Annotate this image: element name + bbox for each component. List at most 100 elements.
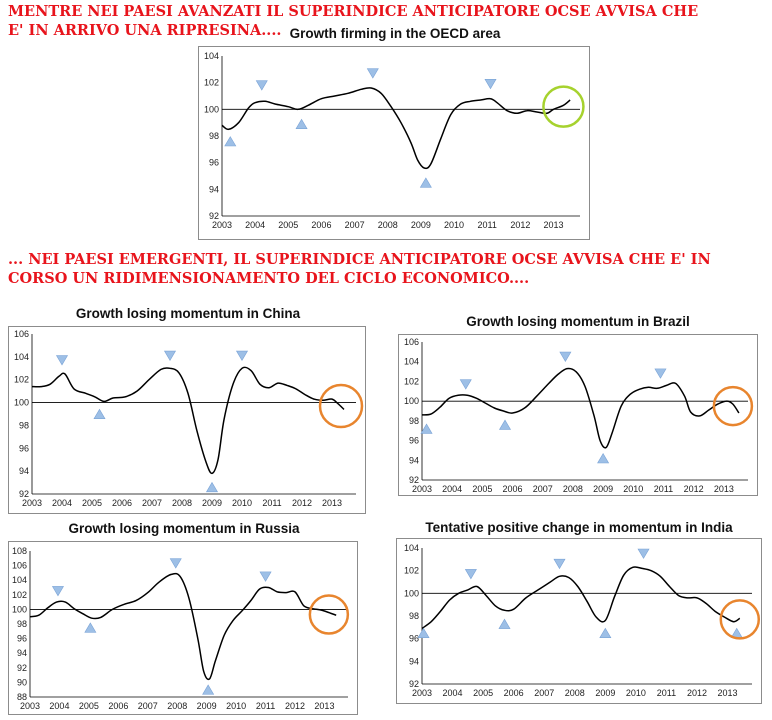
- x-tick-label: 2007: [533, 484, 553, 494]
- y-tick-label: 106: [404, 337, 419, 347]
- x-tick-label: 2009: [593, 484, 613, 494]
- trough-marker-icon: [224, 136, 237, 147]
- x-tick-label: 2006: [503, 484, 523, 494]
- highlight-circle: [542, 85, 585, 128]
- y-tick-label: 92: [409, 475, 419, 485]
- trough-marker-icon: [597, 453, 610, 464]
- trough-marker-icon: [93, 408, 106, 419]
- trough-marker-icon: [498, 419, 512, 430]
- x-tick-label: 2006: [108, 701, 128, 711]
- peak-marker-icon: [255, 80, 268, 91]
- x-tick-label: 2008: [378, 220, 398, 230]
- x-tick-label: 2012: [684, 484, 704, 494]
- chart-china: 92 94 96 98 100 102 104 106 2003 2004 2005 2006 2007…: [8, 326, 366, 514]
- chart-frame: [396, 538, 762, 704]
- x-tick-label: 2010: [226, 701, 246, 711]
- y-tick-label: 90: [17, 677, 27, 687]
- y-tick-label: 102: [204, 78, 219, 88]
- y-tick-label: 94: [19, 466, 29, 476]
- y-tick-label: 94: [409, 656, 419, 666]
- x-tick-label: 2005: [472, 484, 492, 494]
- y-tick-label: 96: [409, 436, 419, 446]
- chart-russia: 88 90 92 94 96 98 100 102 104 106 108 2003 2004 2005 2…: [8, 541, 358, 715]
- x-tick-label: 2007: [345, 220, 365, 230]
- y-tick-label: 96: [409, 634, 419, 644]
- y-tick-label: 94: [209, 184, 219, 194]
- x-tick-label: 2004: [49, 701, 69, 711]
- peak-marker-icon: [637, 548, 650, 559]
- peak-marker-icon: [163, 350, 177, 361]
- chart-title-oecd: Growth firming in the OECD area: [289, 26, 501, 41]
- peak-marker-icon: [235, 350, 249, 361]
- x-tick-label: 2013: [322, 498, 342, 508]
- x-tick-label: 2008: [167, 701, 187, 711]
- x-tick-label: 2013: [718, 688, 738, 698]
- y-tick-label: 108: [12, 546, 27, 556]
- x-tick-label: 2005: [79, 701, 99, 711]
- x-tick-label: 2003: [22, 498, 42, 508]
- y-tick-label: 104: [404, 357, 419, 367]
- y-tick-label: 100: [204, 104, 219, 114]
- x-tick-label: 2004: [443, 688, 463, 698]
- peak-marker-icon: [51, 586, 64, 597]
- cli-series-line: [421, 367, 740, 449]
- x-tick-label: 2009: [202, 498, 222, 508]
- y-tick-label: 96: [19, 443, 29, 453]
- y-tick-label: 104: [404, 543, 419, 553]
- trough-marker-icon: [419, 177, 432, 188]
- peak-marker-icon: [654, 368, 667, 379]
- x-tick-label: 2010: [623, 484, 643, 494]
- y-tick-label: 100: [12, 604, 27, 614]
- x-tick-label: 2012: [687, 688, 707, 698]
- peak-marker-icon: [366, 68, 379, 79]
- x-tick-label: 2009: [595, 688, 615, 698]
- x-tick-label: 2010: [626, 688, 646, 698]
- peak-marker-icon: [553, 558, 566, 570]
- peak-marker-icon: [484, 79, 497, 90]
- trough-marker-icon: [417, 627, 430, 638]
- x-tick-label: 2009: [197, 701, 217, 711]
- x-tick-label: 2008: [172, 498, 192, 508]
- x-tick-label: 2006: [504, 688, 524, 698]
- headline-advanced-economies: MENTRE NEI PAESI AVANZATI IL SUPERINDICE…: [8, 3, 699, 39]
- x-tick-label: 2007: [534, 688, 554, 698]
- cli-series-line: [31, 366, 345, 475]
- y-tick-label: 100: [404, 396, 419, 406]
- x-tick-label: 2012: [285, 701, 305, 711]
- y-tick-label: 104: [12, 575, 27, 585]
- x-tick-label: 2005: [82, 498, 102, 508]
- trough-marker-icon: [202, 684, 215, 695]
- x-tick-label: 2005: [278, 220, 298, 230]
- peak-marker-icon: [559, 351, 572, 363]
- y-tick-label: 98: [409, 416, 419, 426]
- chart-title-brazil: Growth losing momentum in Brazil: [466, 314, 690, 329]
- x-tick-label: 2011: [654, 484, 673, 494]
- chart-frame: [198, 46, 590, 240]
- highlight-circle: [712, 385, 754, 427]
- x-tick-label: 2004: [245, 220, 265, 230]
- y-tick-label: 92: [17, 663, 27, 673]
- y-tick-label: 98: [19, 420, 29, 430]
- x-tick-label: 2003: [212, 220, 232, 230]
- y-tick-label: 98: [209, 131, 219, 141]
- chart-oecd: 92 94 96 98 100 102 104 2003 2004 2005 2006 2007 200…: [198, 46, 590, 240]
- y-tick-label: 102: [404, 566, 419, 576]
- chart-frame: [8, 326, 366, 514]
- y-tick-label: 102: [404, 376, 419, 386]
- x-tick-label: 2010: [444, 220, 464, 230]
- x-tick-label: 2009: [411, 220, 431, 230]
- headline-emerging-economies: ... NEI PAESI EMERGENTI, IL SUPERINDICE …: [8, 251, 711, 287]
- x-tick-label: 2003: [20, 701, 40, 711]
- y-tick-label: 98: [409, 611, 419, 621]
- x-tick-label: 2008: [565, 688, 585, 698]
- x-tick-label: 2003: [412, 484, 432, 494]
- peak-marker-icon: [259, 571, 272, 582]
- x-tick-label: 2007: [138, 701, 158, 711]
- x-tick-label: 2011: [657, 688, 676, 698]
- y-tick-label: 88: [17, 692, 27, 702]
- trough-marker-icon: [599, 627, 612, 638]
- y-tick-label: 100: [404, 588, 419, 598]
- y-tick-label: 96: [17, 634, 27, 644]
- y-tick-label: 100: [14, 398, 29, 408]
- x-tick-label: 2004: [52, 498, 72, 508]
